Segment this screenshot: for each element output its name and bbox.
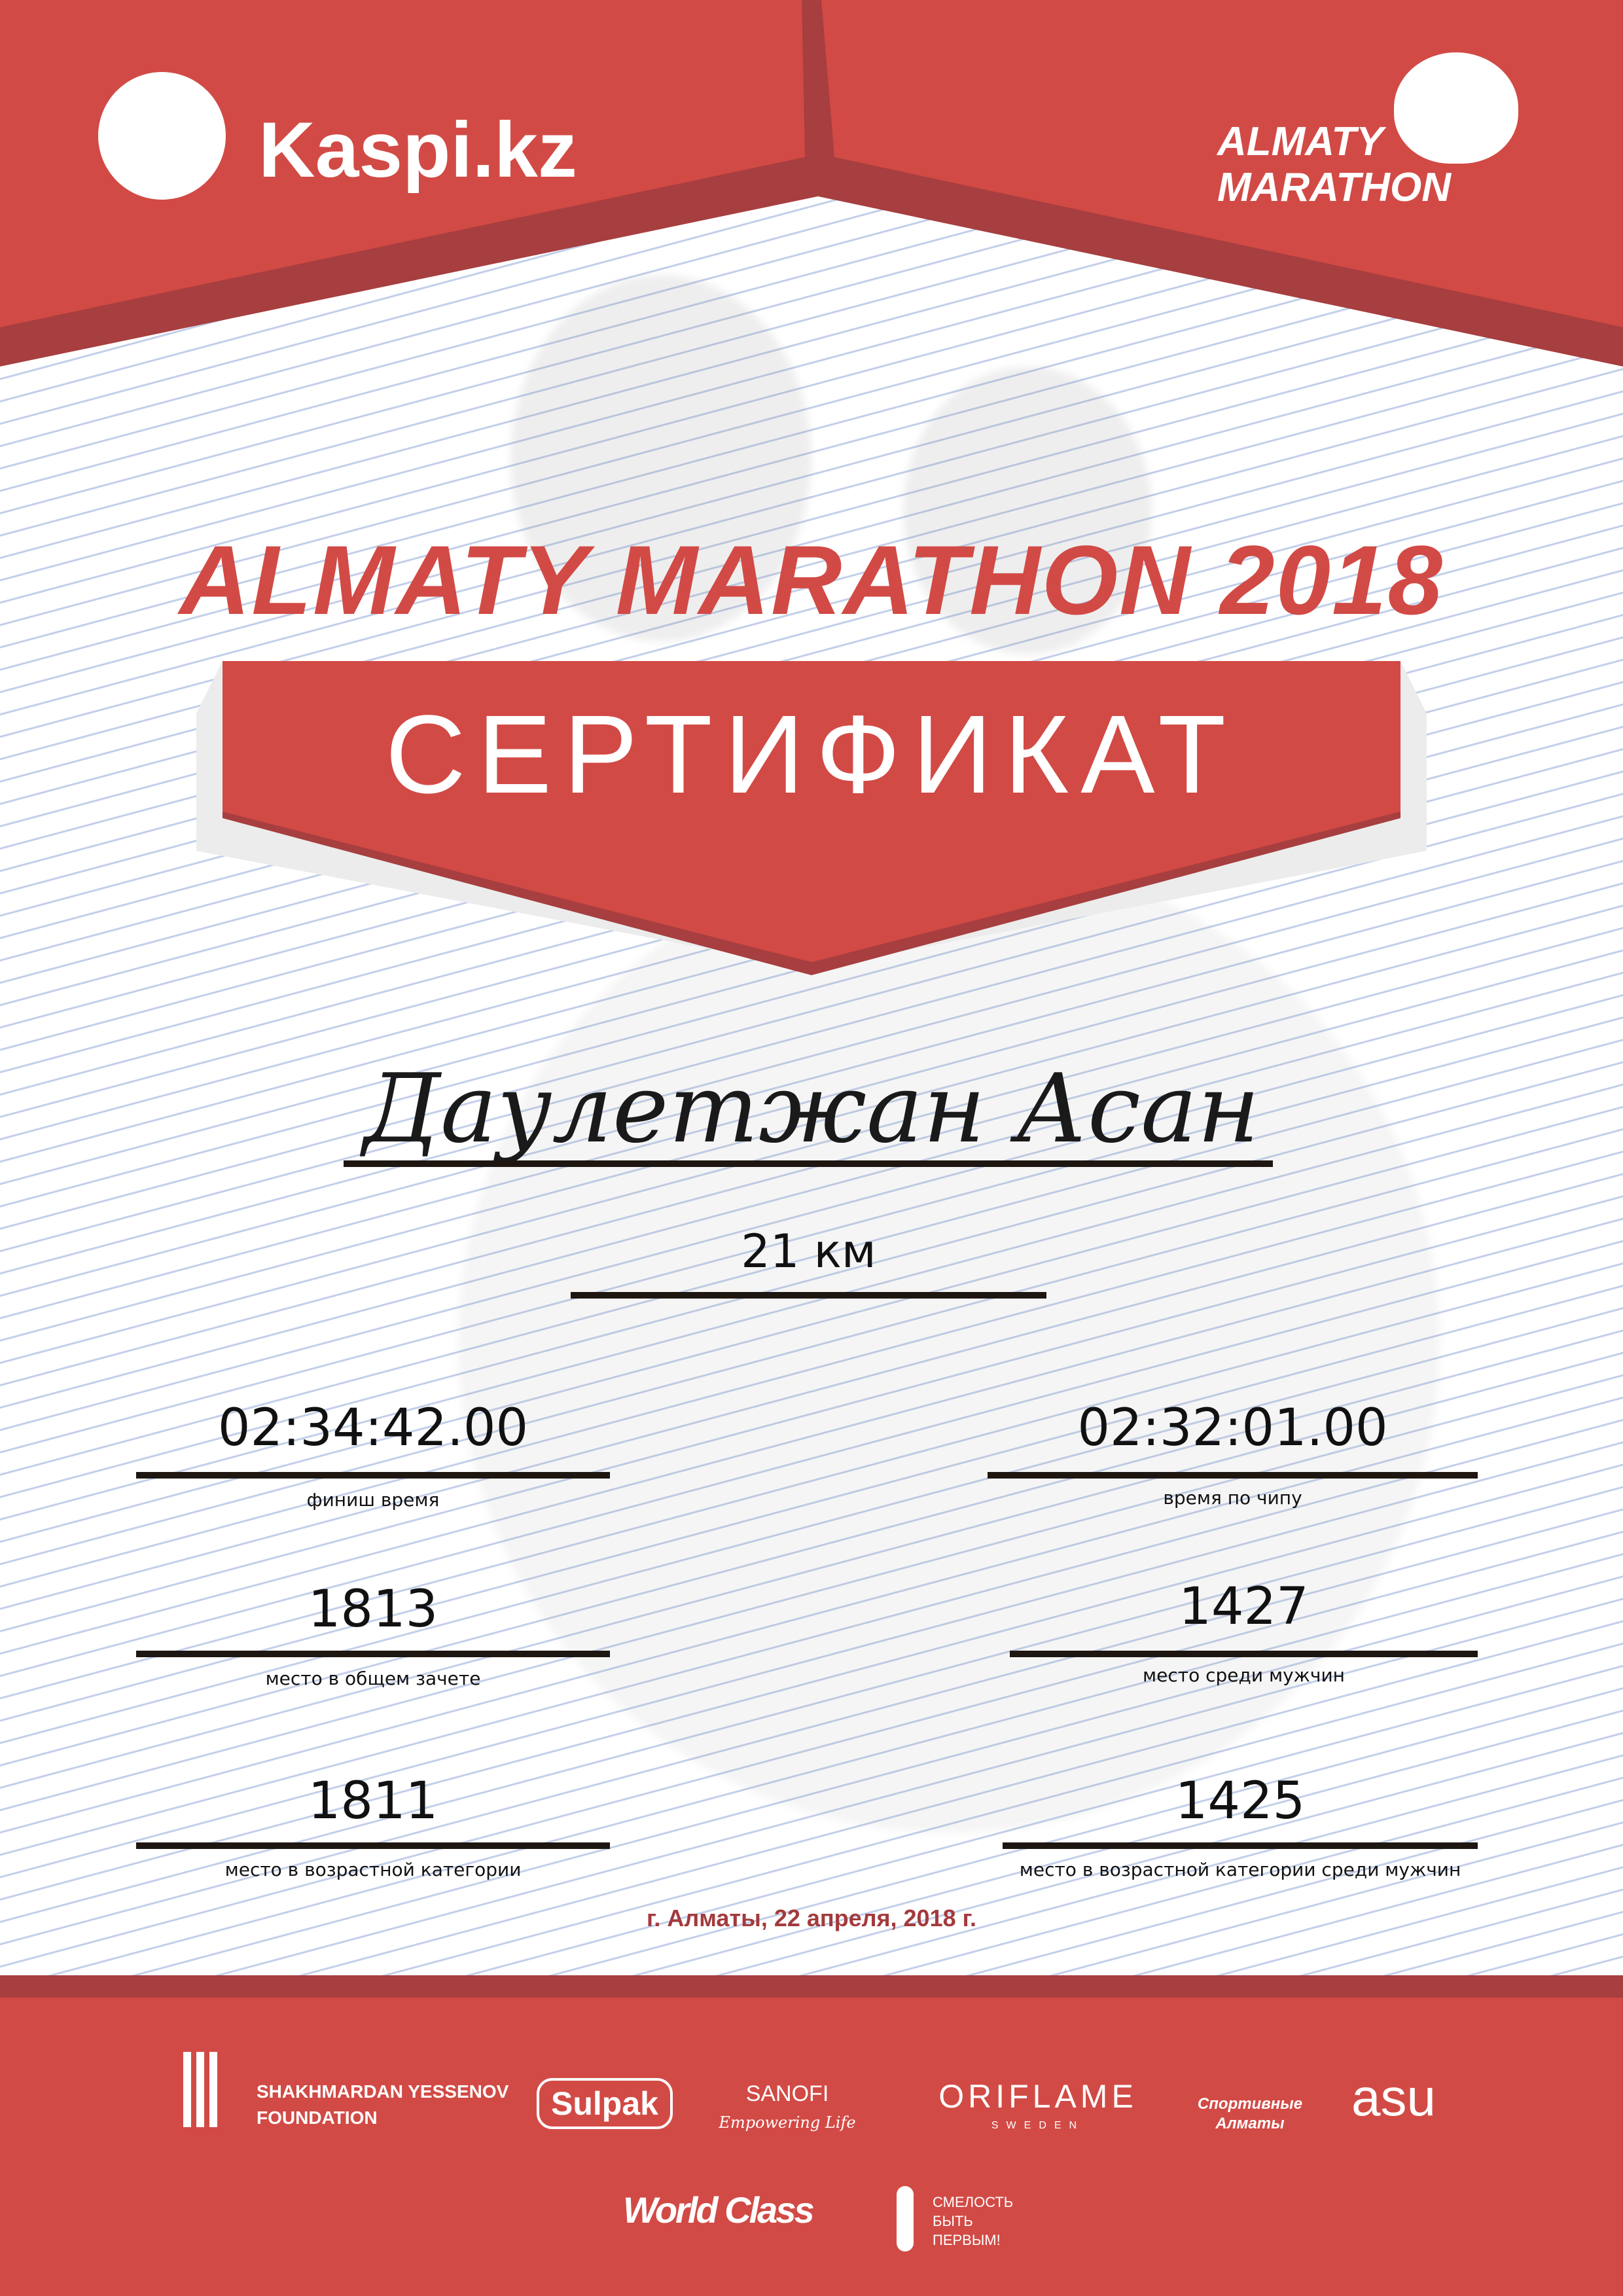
- men-place-value: 1427: [1179, 1577, 1309, 1636]
- runner-photo-woman: [903, 367, 1152, 655]
- smelost-text-2: БЫТЬ: [933, 2213, 973, 2229]
- sanofi-text: SANOFI: [745, 2081, 829, 2106]
- footer-stripe: [0, 1975, 1623, 1998]
- header-banner: [0, 0, 1623, 367]
- marathon-logo-line2: MARATHON: [1217, 165, 1452, 210]
- chip-time-underline: [988, 1472, 1478, 1479]
- marathon-logo-line1: ALMATY: [1217, 119, 1383, 164]
- age-place-value: 1811: [308, 1772, 438, 1831]
- yessenov-icon: [183, 2052, 217, 2127]
- participant-name: Даулетжан Асан: [363, 1054, 1260, 1164]
- oriflame-text: ORIFLAME: [938, 2078, 1137, 2115]
- smelost-text-1: СМЕЛОСТЬ: [933, 2194, 1014, 2210]
- event-date: г. Алматы, 22 апреля, 2018 г.: [647, 1905, 976, 1931]
- kaspi-logo-text: Kaspi.kz: [259, 106, 577, 194]
- overall-place-underline: [136, 1651, 610, 1657]
- distance: 21 км: [741, 1225, 876, 1278]
- smelost-text-3: ПЕРВЫМ!: [933, 2232, 1001, 2248]
- name-underline: [344, 1160, 1273, 1167]
- age-men-place-label: место в возрастной категории среди мужчи…: [1019, 1859, 1461, 1880]
- yessenov-text-2: FOUNDATION: [257, 2108, 378, 2128]
- finish-time-label: финиш время: [306, 1489, 440, 1511]
- overall-place-value: 1813: [308, 1580, 438, 1639]
- sulpak-logo: Sulpak: [537, 2078, 673, 2129]
- sanofi-tagline: Empowering Life: [719, 2113, 856, 2132]
- sport-almaty-logo: Спортивные Алматы: [1197, 2095, 1303, 2132]
- men-place-label: место среди мужчин: [1143, 1664, 1345, 1686]
- finish-time-value: 02:34:42.00: [217, 1399, 529, 1458]
- age-place-label: место в возрастной категории: [224, 1859, 522, 1880]
- oriflame-sub: SWEDEN: [991, 2120, 1085, 2131]
- chip-time-label: время по чипу: [1163, 1487, 1302, 1509]
- runner-photo-man: [510, 275, 812, 641]
- runner-photo-body: [458, 851, 1440, 1833]
- smelost-figure-icon: [897, 2186, 914, 2251]
- age-place-underline: [136, 1842, 610, 1849]
- finish-time-underline: [136, 1472, 610, 1479]
- runner-icon: [1394, 52, 1518, 164]
- chip-time-value: 02:32:01.00: [1077, 1399, 1388, 1458]
- yessenov-text-1: SHAKHMARDAN YESSENOV: [257, 2081, 509, 2102]
- event-title: ALMATY MARATHON 2018: [179, 525, 1444, 635]
- distance-underline: [571, 1292, 1046, 1299]
- worldclass-logo: World Class: [623, 2189, 815, 2231]
- asu-logo: asu: [1351, 2068, 1436, 2126]
- certificate-banner: [196, 661, 1427, 975]
- age-men-place-value: 1425: [1175, 1772, 1306, 1831]
- overall-place-label: место в общем зачете: [265, 1668, 481, 1689]
- men-place-underline: [1010, 1651, 1478, 1657]
- sponsors-footer: [0, 1998, 1623, 2296]
- kaspi-icon: [98, 72, 226, 200]
- certificate-label: СЕРТИФИКАТ: [385, 692, 1238, 817]
- age-men-place-underline: [1003, 1842, 1478, 1849]
